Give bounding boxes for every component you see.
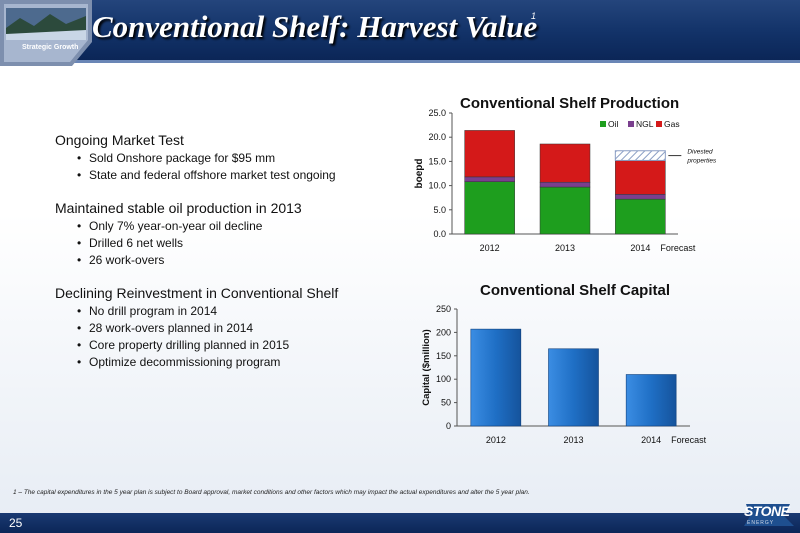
section-reinvestment: Declining Reinvestment in Conventional S…	[55, 285, 395, 371]
bar-oil	[464, 181, 515, 235]
x-tick-suffix: Forecast	[671, 435, 707, 445]
y-axis-title: Capital ($million)	[421, 329, 432, 406]
annotation-text: Divested	[687, 149, 713, 156]
bullet-item: Drilled 6 net wells	[77, 235, 395, 252]
legend-swatch-oil	[600, 121, 606, 127]
legend-label-gas: Gas	[664, 119, 680, 129]
x-tick-suffix: Forecast	[660, 243, 696, 253]
y-tick-label: 100	[436, 374, 451, 384]
bar-ngl	[539, 181, 591, 188]
x-tick-label: 2012	[480, 243, 500, 253]
bullet-item: 26 work-overs	[77, 252, 395, 269]
bullet-item: Core property drilling planned in 2015	[77, 337, 395, 354]
legend-label-oil: Oil	[608, 119, 619, 129]
bar-oil	[539, 186, 591, 235]
bullet-list: Ongoing Market Test Sold Onshore package…	[55, 132, 395, 381]
y-tick-label: 0.0	[433, 229, 446, 239]
bar-capital	[548, 348, 599, 427]
logo-text: STONE	[744, 503, 790, 519]
bar-oil	[615, 198, 666, 235]
bar-capital	[625, 374, 677, 427]
capital-chart-title: Conventional Shelf Capital	[480, 282, 671, 299]
bullet-item: 28 work-overs planned in 2014	[77, 320, 395, 337]
x-tick-label: 2012	[486, 435, 506, 445]
x-tick-label: 2013	[563, 435, 583, 445]
bar-divested	[614, 150, 666, 161]
y-tick-label: 25.0	[428, 108, 446, 118]
production-chart: 0.0 5.0 10.0 15.0 20.0 25.0 boepd 2012 2013 Dives…	[414, 108, 717, 253]
title-footnote-marker: 1	[531, 11, 537, 21]
header-bar	[0, 0, 800, 60]
y-tick-label: 20.0	[428, 132, 446, 142]
legend-swatch-gas	[656, 121, 662, 127]
bullet-item: Optimize decommissioning program	[77, 354, 395, 371]
y-tick-label: 15.0	[428, 156, 446, 166]
section-heading: Declining Reinvestment in Conventional S…	[55, 285, 339, 301]
tagline: Strategic Growth	[22, 44, 79, 51]
x-tick-label: 2014	[630, 243, 650, 253]
page-title: Conventional Shelf: Harvest Value	[92, 9, 538, 44]
stone-energy-logo	[744, 504, 794, 526]
capital-chart: 0 50 100 150 200 250 Capital ($million) 2012 201…	[421, 304, 707, 445]
y-tick-label: 0	[446, 421, 451, 431]
bar-gas	[539, 143, 591, 183]
production-chart-title: Conventional Shelf Production	[460, 95, 680, 112]
bar-ngl	[615, 194, 666, 200]
bar-capital	[470, 328, 522, 427]
y-tick-label: 200	[436, 327, 451, 337]
bar-gas	[464, 130, 515, 178]
bar-ngl	[464, 176, 515, 182]
header-divider	[0, 60, 800, 63]
y-tick-label: 10.0	[428, 181, 446, 191]
y-tick-label: 250	[436, 304, 451, 314]
y-tick-label: 50	[441, 398, 451, 408]
logo-subtext: ENERGY	[747, 520, 775, 526]
y-tick-label: 5.0	[433, 205, 446, 215]
page-number: 25	[9, 516, 23, 530]
section-heading: Ongoing Market Test	[55, 132, 184, 148]
bullet-item: No drill program in 2014	[77, 303, 395, 320]
footer-bar	[0, 513, 800, 533]
annotation-text: properties	[686, 158, 717, 165]
section-heading: Maintained stable oil production in 2013	[55, 200, 302, 216]
section-market-test: Ongoing Market Test Sold Onshore package…	[55, 132, 395, 184]
footnote: 1 – The capital expenditures in the 5 ye…	[13, 489, 530, 496]
section-oil-production: Maintained stable oil production in 2013…	[55, 200, 395, 269]
bullet-item: Only 7% year-on-year oil decline	[77, 218, 395, 235]
legend-swatch-ngl	[628, 121, 634, 127]
bullet-item: State and federal offshore market test o…	[77, 167, 395, 184]
y-tick-label: 150	[436, 351, 451, 361]
legend-label-ngl: NGL	[636, 119, 654, 129]
strategic-growth-logo	[0, 0, 92, 66]
x-tick-label: 2013	[555, 243, 575, 253]
y-axis-title: boepd	[414, 159, 425, 189]
bullet-item: Sold Onshore package for $95 mm	[77, 150, 395, 167]
bar-gas	[615, 160, 666, 195]
x-tick-label: 2014	[641, 435, 661, 445]
